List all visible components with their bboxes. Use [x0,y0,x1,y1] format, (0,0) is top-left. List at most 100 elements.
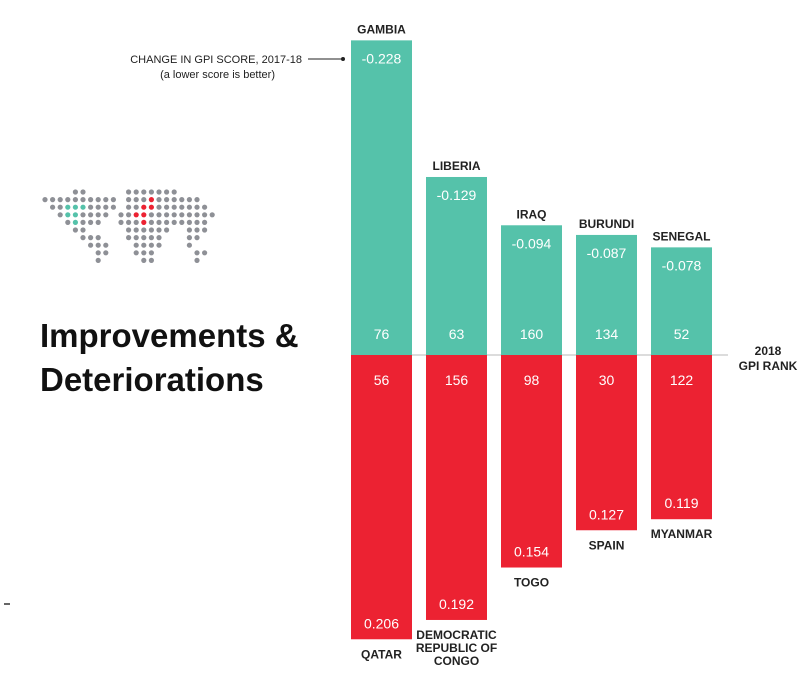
map-dot [50,197,56,203]
map-dot [133,212,139,218]
map-dot [148,189,154,195]
map-dot [133,197,139,203]
map-dot [80,219,86,225]
map-dot [110,204,116,210]
gpi-rank-democratic-republic-of-congo: 156 [445,372,469,388]
map-dot [202,219,208,225]
map-dot [194,235,200,241]
map-dot [194,197,200,203]
country-label-liberia: LIBERIA [433,159,481,173]
map-dot [95,250,101,256]
country-label-senegal: SENEGAL [652,229,710,243]
annotation-leader-dot [341,57,345,61]
bar-spain [576,355,637,531]
bar-iraq [501,225,562,355]
gpi-rank-qatar: 56 [374,372,390,388]
map-dot [80,212,86,218]
map-dot [194,212,200,218]
map-dot [126,212,132,218]
map-dot [80,235,86,241]
map-dot [133,189,139,195]
gpi-rank-iraq: 160 [520,326,544,342]
map-dot [141,219,147,225]
annotation-line-1: CHANGE IN GPI SCORE, 2017-18 [130,54,302,66]
score-change-burundi: -0.087 [587,245,627,261]
bar-qatar [351,355,412,640]
map-dot [141,242,147,248]
map-dot [164,212,170,218]
world-map-icon [42,189,215,263]
map-dot [57,204,63,210]
map-dot [133,250,139,256]
map-dot [95,257,101,263]
map-dot [164,219,170,225]
country-label-line: DEMOCRATIC [416,628,497,642]
map-dot [156,212,162,218]
map-dot [126,235,132,241]
map-dot [186,235,192,241]
map-dot [141,212,147,218]
map-dot [57,197,63,203]
bar-liberia [426,176,487,355]
map-dot [194,257,200,263]
map-dot [186,212,192,218]
map-dot [194,219,200,225]
map-dot [141,189,147,195]
map-dot [141,204,147,210]
map-dot [50,204,56,210]
map-dot [88,242,94,248]
map-dot [126,197,132,203]
map-dot [194,250,200,256]
country-label-line: SPAIN [589,538,625,552]
bar-democratic-republic-of-congo [426,355,487,620]
map-dot [186,227,192,233]
map-dot [95,242,101,248]
map-dot [72,219,78,225]
map-dot [171,219,177,225]
map-dot [164,227,170,233]
map-dot [156,242,162,248]
map-dot [202,227,208,233]
score-change-liberia: -0.129 [437,187,477,203]
map-dot [133,204,139,210]
rank-label-line-1: 2018 [755,344,782,358]
chart-title-line-2: Deteriorations [40,361,264,398]
bar-togo [501,355,562,568]
map-dot [141,235,147,241]
map-dot [95,204,101,210]
map-dot [88,197,94,203]
map-dot [80,197,86,203]
map-dot [156,197,162,203]
map-dot [141,257,147,263]
country-label-togo: TOGO [514,576,549,590]
map-dot [133,219,139,225]
country-label-iraq: IRAQ [517,207,547,221]
score-change-senegal: -0.078 [662,257,702,273]
gpi-rank-myanmar: 122 [670,372,694,388]
bar-senegal [651,247,712,355]
map-dot [164,189,170,195]
map-dot [202,204,208,210]
map-dot [164,197,170,203]
map-dot [118,212,124,218]
map-dot [148,227,154,233]
country-label-line: CONGO [434,654,479,668]
map-dot [179,204,185,210]
map-dot [156,189,162,195]
score-change-myanmar: 0.119 [665,495,699,511]
map-dot [156,227,162,233]
map-dot [72,212,78,218]
map-dot [65,212,71,218]
map-dot [110,197,116,203]
country-label-myanmar: MYANMAR [651,527,713,541]
score-change-togo: 0.154 [514,544,549,560]
chart-title-line-1: Improvements & [40,317,299,354]
gpi-rank-liberia: 63 [449,326,465,342]
map-dot [179,197,185,203]
map-dot [133,235,139,241]
rank-label-line-2: GPI RANK [739,359,798,373]
score-change-democratic-republic-of-congo: 0.192 [439,596,474,612]
map-dot [186,197,192,203]
country-label-gambia: GAMBIA [357,22,406,36]
